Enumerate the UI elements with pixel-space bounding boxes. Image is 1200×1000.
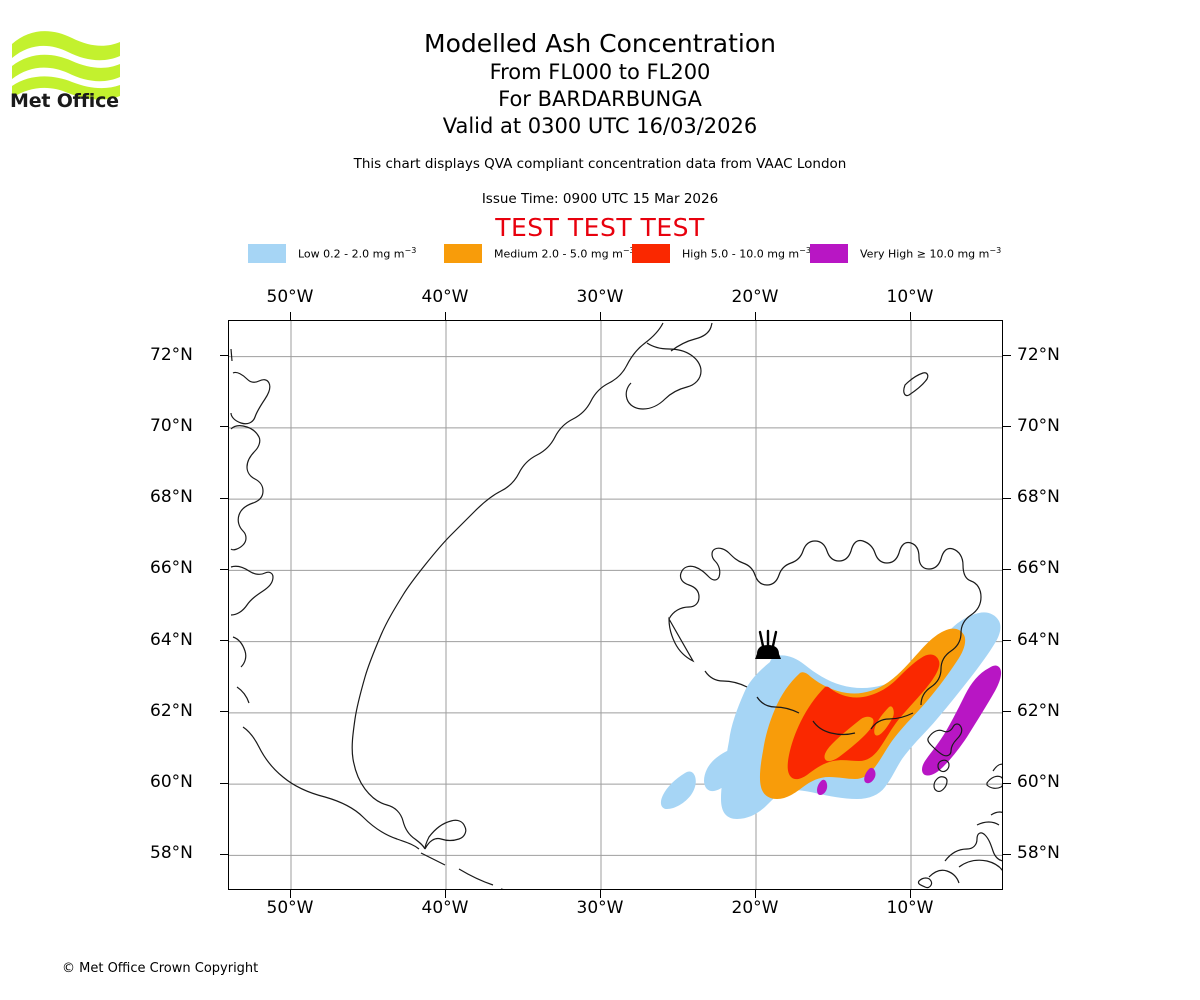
ash-contour-high (787, 654, 940, 780)
lon-tick-mark-top-3 (754, 312, 756, 320)
coastline-greenland-main (351, 322, 664, 850)
lat-tick-mark-left-5 (220, 711, 228, 713)
lat-tick-mark-left-4 (220, 640, 228, 642)
legend-very-high-label: Very High ≥ 10.0 mg m−3 (860, 245, 1002, 261)
lon-tick-mark-top-2 (599, 312, 601, 320)
title-line-2: From FL000 to FL200 (489, 60, 711, 84)
lat-tick-mark-left-0 (220, 355, 228, 357)
lat-tick-left-2: 68°N (150, 487, 193, 508)
lon-tick-bottom-1: 40°W (421, 898, 469, 918)
lat-tick-left-7: 58°N (150, 843, 193, 864)
lat-tick-mark-left-2 (220, 497, 228, 499)
legend-very-high-swatch (810, 243, 848, 263)
lat-tick-right-7: 58°N (1017, 843, 1060, 864)
lat-tick-right-3: 66°N (1017, 558, 1060, 579)
lat-tick-mark-right-2 (1003, 497, 1011, 499)
brand-name: Met Office (10, 90, 119, 112)
coastline-scotland (917, 811, 1002, 889)
lat-tick-left-0: 72°N (150, 344, 193, 365)
lat-tick-mark-left-7 (220, 853, 228, 855)
lat-tick-left-5: 62°N (150, 700, 193, 721)
ash-interior-notch (824, 706, 894, 762)
issue-time: Issue Time: 0900 UTC 15 Mar 2026 (481, 191, 719, 207)
lon-tick-top-3: 20°W (731, 287, 779, 307)
lat-tick-mark-right-1 (1003, 426, 1011, 428)
lon-tick-mark-top-4 (909, 312, 911, 320)
lat-tick-mark-left-3 (220, 568, 228, 570)
lat-tick-right-1: 70°N (1017, 415, 1060, 436)
lon-tick-top-0: 50°W (266, 287, 314, 307)
lon-tick-mark-top-0 (289, 312, 291, 320)
lon-tick-bottom-3: 20°W (731, 898, 779, 918)
lat-tick-right-0: 72°N (1017, 344, 1060, 365)
test-banner: TEST TEST TEST (495, 213, 705, 242)
ash-very-high-speckle (817, 767, 876, 796)
lat-tick-left-6: 60°N (150, 772, 193, 793)
lat-tick-right-2: 68°N (1017, 487, 1060, 508)
lon-tick-mark-bottom-0 (289, 890, 291, 898)
lon-tick-top-4: 10°W (886, 287, 934, 307)
lon-tick-mark-bottom-1 (444, 890, 446, 898)
lat-tick-left-4: 64°N (150, 629, 193, 650)
lat-tick-left-1: 70°N (150, 415, 193, 436)
legend-very-high: Very High ≥ 10.0 mg m−3 (810, 243, 1001, 263)
title-line-4: Valid at 0300 UTC 16/03/2026 (442, 114, 758, 138)
lon-tick-mark-bottom-3 (754, 890, 756, 898)
legend-high-swatch (632, 243, 670, 263)
coastline-greenland-south (424, 819, 467, 850)
legend-high: High 5.0 - 10.0 mg m−3 (632, 243, 811, 263)
coastline-greenland-fjord (625, 322, 713, 410)
legend-medium: Medium 2.0 - 5.0 mg m−3 (444, 243, 635, 263)
title-line-1: Modelled Ash Concentration (424, 29, 776, 58)
lat-tick-mark-left-1 (220, 426, 228, 428)
legend-medium-label: Medium 2.0 - 5.0 mg m−3 (494, 245, 635, 261)
lat-tick-left-3: 66°N (150, 558, 193, 579)
concentration-legend: Low 0.2 - 2.0 mg m−3 Medium 2.0 - 5.0 mg … (248, 243, 1008, 263)
met-office-waves-logo (10, 22, 130, 112)
lon-tick-mark-bottom-4 (909, 890, 911, 898)
lat-tick-mark-left-6 (220, 782, 228, 784)
legend-high-label: High 5.0 - 10.0 mg m−3 (682, 245, 811, 261)
lon-tick-bottom-4: 10°W (886, 898, 934, 918)
lat-tick-mark-right-5 (1003, 711, 1011, 713)
lon-tick-bottom-0: 50°W (266, 898, 314, 918)
ash-contour-very-high (922, 665, 1002, 776)
coastline-greenland (230, 348, 504, 889)
volcano-icon[interactable] (755, 629, 781, 659)
legend-medium-swatch (444, 243, 482, 263)
lon-tick-mark-bottom-2 (599, 890, 601, 898)
chart-subnote: This chart displays QVA compliant concen… (353, 156, 847, 172)
lat-tick-mark-right-4 (1003, 640, 1011, 642)
lat-tick-right-4: 64°N (1017, 629, 1060, 650)
lat-tick-mark-right-6 (1003, 782, 1011, 784)
lon-tick-bottom-2: 30°W (576, 898, 624, 918)
legend-low-swatch (248, 243, 286, 263)
lon-tick-top-1: 40°W (421, 287, 469, 307)
map-canvas[interactable] (228, 320, 1003, 890)
legend-low-label: Low 0.2 - 2.0 mg m−3 (298, 245, 417, 261)
lat-tick-right-6: 60°N (1017, 772, 1060, 793)
lat-tick-mark-right-0 (1003, 355, 1011, 357)
lat-tick-mark-right-7 (1003, 853, 1011, 855)
lat-tick-right-5: 62°N (1017, 700, 1060, 721)
legend-low: Low 0.2 - 2.0 mg m−3 (248, 243, 416, 263)
page-title: Modelled Ash Concentration From FL000 to… (0, 28, 1200, 140)
title-line-3: For BARDARBUNGA (498, 87, 702, 111)
lon-tick-top-2: 30°W (576, 287, 624, 307)
coastline-iceland (668, 539, 982, 736)
coastline-faroe-islands (927, 723, 963, 792)
lat-tick-mark-right-3 (1003, 568, 1011, 570)
lon-tick-mark-top-1 (444, 312, 446, 320)
coastline-shetland (986, 763, 1002, 789)
copyright-notice: © Met Office Crown Copyright (62, 961, 259, 976)
coastline-jan-mayen (903, 372, 929, 397)
